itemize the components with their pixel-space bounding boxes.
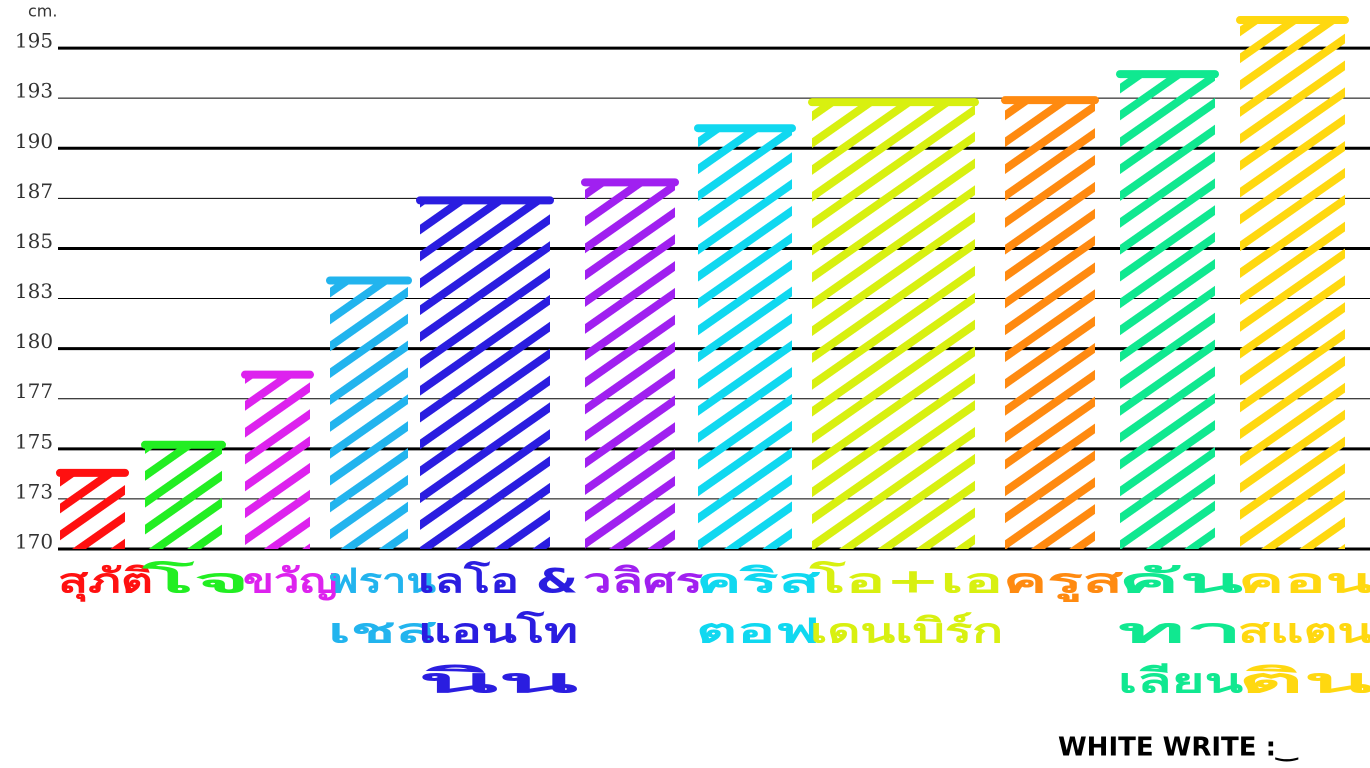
x-tick-label: คอน xyxy=(1238,562,1370,602)
x-tick-label: สแตน xyxy=(1238,612,1370,652)
y-tick-label: 180 xyxy=(15,329,53,353)
bar xyxy=(145,444,222,549)
x-tick-label: คัน xyxy=(1118,562,1243,602)
x-tick-label: เลียน xyxy=(1118,662,1243,702)
bar xyxy=(1005,100,1095,549)
y-tick-label: 187 xyxy=(15,179,53,203)
x-tick-label: ครูส xyxy=(1003,562,1123,603)
bar xyxy=(245,374,310,549)
x-tick-label: คริส xyxy=(696,562,820,602)
bar xyxy=(812,102,975,550)
bar xyxy=(698,128,792,549)
bar xyxy=(585,182,675,549)
y-tick-label: 195 xyxy=(15,29,53,53)
x-tick-label: ติน xyxy=(1238,662,1370,702)
y-tick-label: 175 xyxy=(15,429,53,453)
y-tick-label: 190 xyxy=(15,129,53,153)
y-tick-label: 173 xyxy=(15,479,53,503)
x-tick-label: ทา xyxy=(1118,612,1243,652)
y-tick-label: 183 xyxy=(15,279,53,303)
x-tick-label: สุภัติ xyxy=(58,562,153,603)
x-tick-label: โจ xyxy=(140,561,250,602)
x-tick-label: แอนโท xyxy=(418,611,578,652)
x-tick-label: โอ+เอ xyxy=(808,561,1003,602)
y-tick-label: 177 xyxy=(15,379,53,403)
bar xyxy=(420,200,550,549)
footer: WHITE WRITE :‿ xyxy=(1058,733,1299,763)
bar xyxy=(1120,74,1215,549)
y-tick-label: 193 xyxy=(15,79,53,103)
x-tick-label: นิน xyxy=(418,662,578,702)
y-tick-label: 170 xyxy=(15,530,53,554)
x-tick-label: เลโอ & xyxy=(418,561,578,602)
x-tick-label: เดนเบิร์ก xyxy=(810,612,1003,652)
bar xyxy=(60,472,125,549)
y-tick-label: 185 xyxy=(15,229,53,253)
bar xyxy=(1240,20,1345,549)
bar xyxy=(330,280,408,549)
x-tick-label: ขวัญ xyxy=(243,562,338,602)
x-tick-label: ตอฟ xyxy=(696,612,820,652)
x-tick-label: วลิศร xyxy=(583,562,704,602)
x-tick-label: เชส xyxy=(328,612,436,652)
y-unit: cm. xyxy=(28,2,57,21)
x-tick-label: ฟราน xyxy=(328,562,436,602)
